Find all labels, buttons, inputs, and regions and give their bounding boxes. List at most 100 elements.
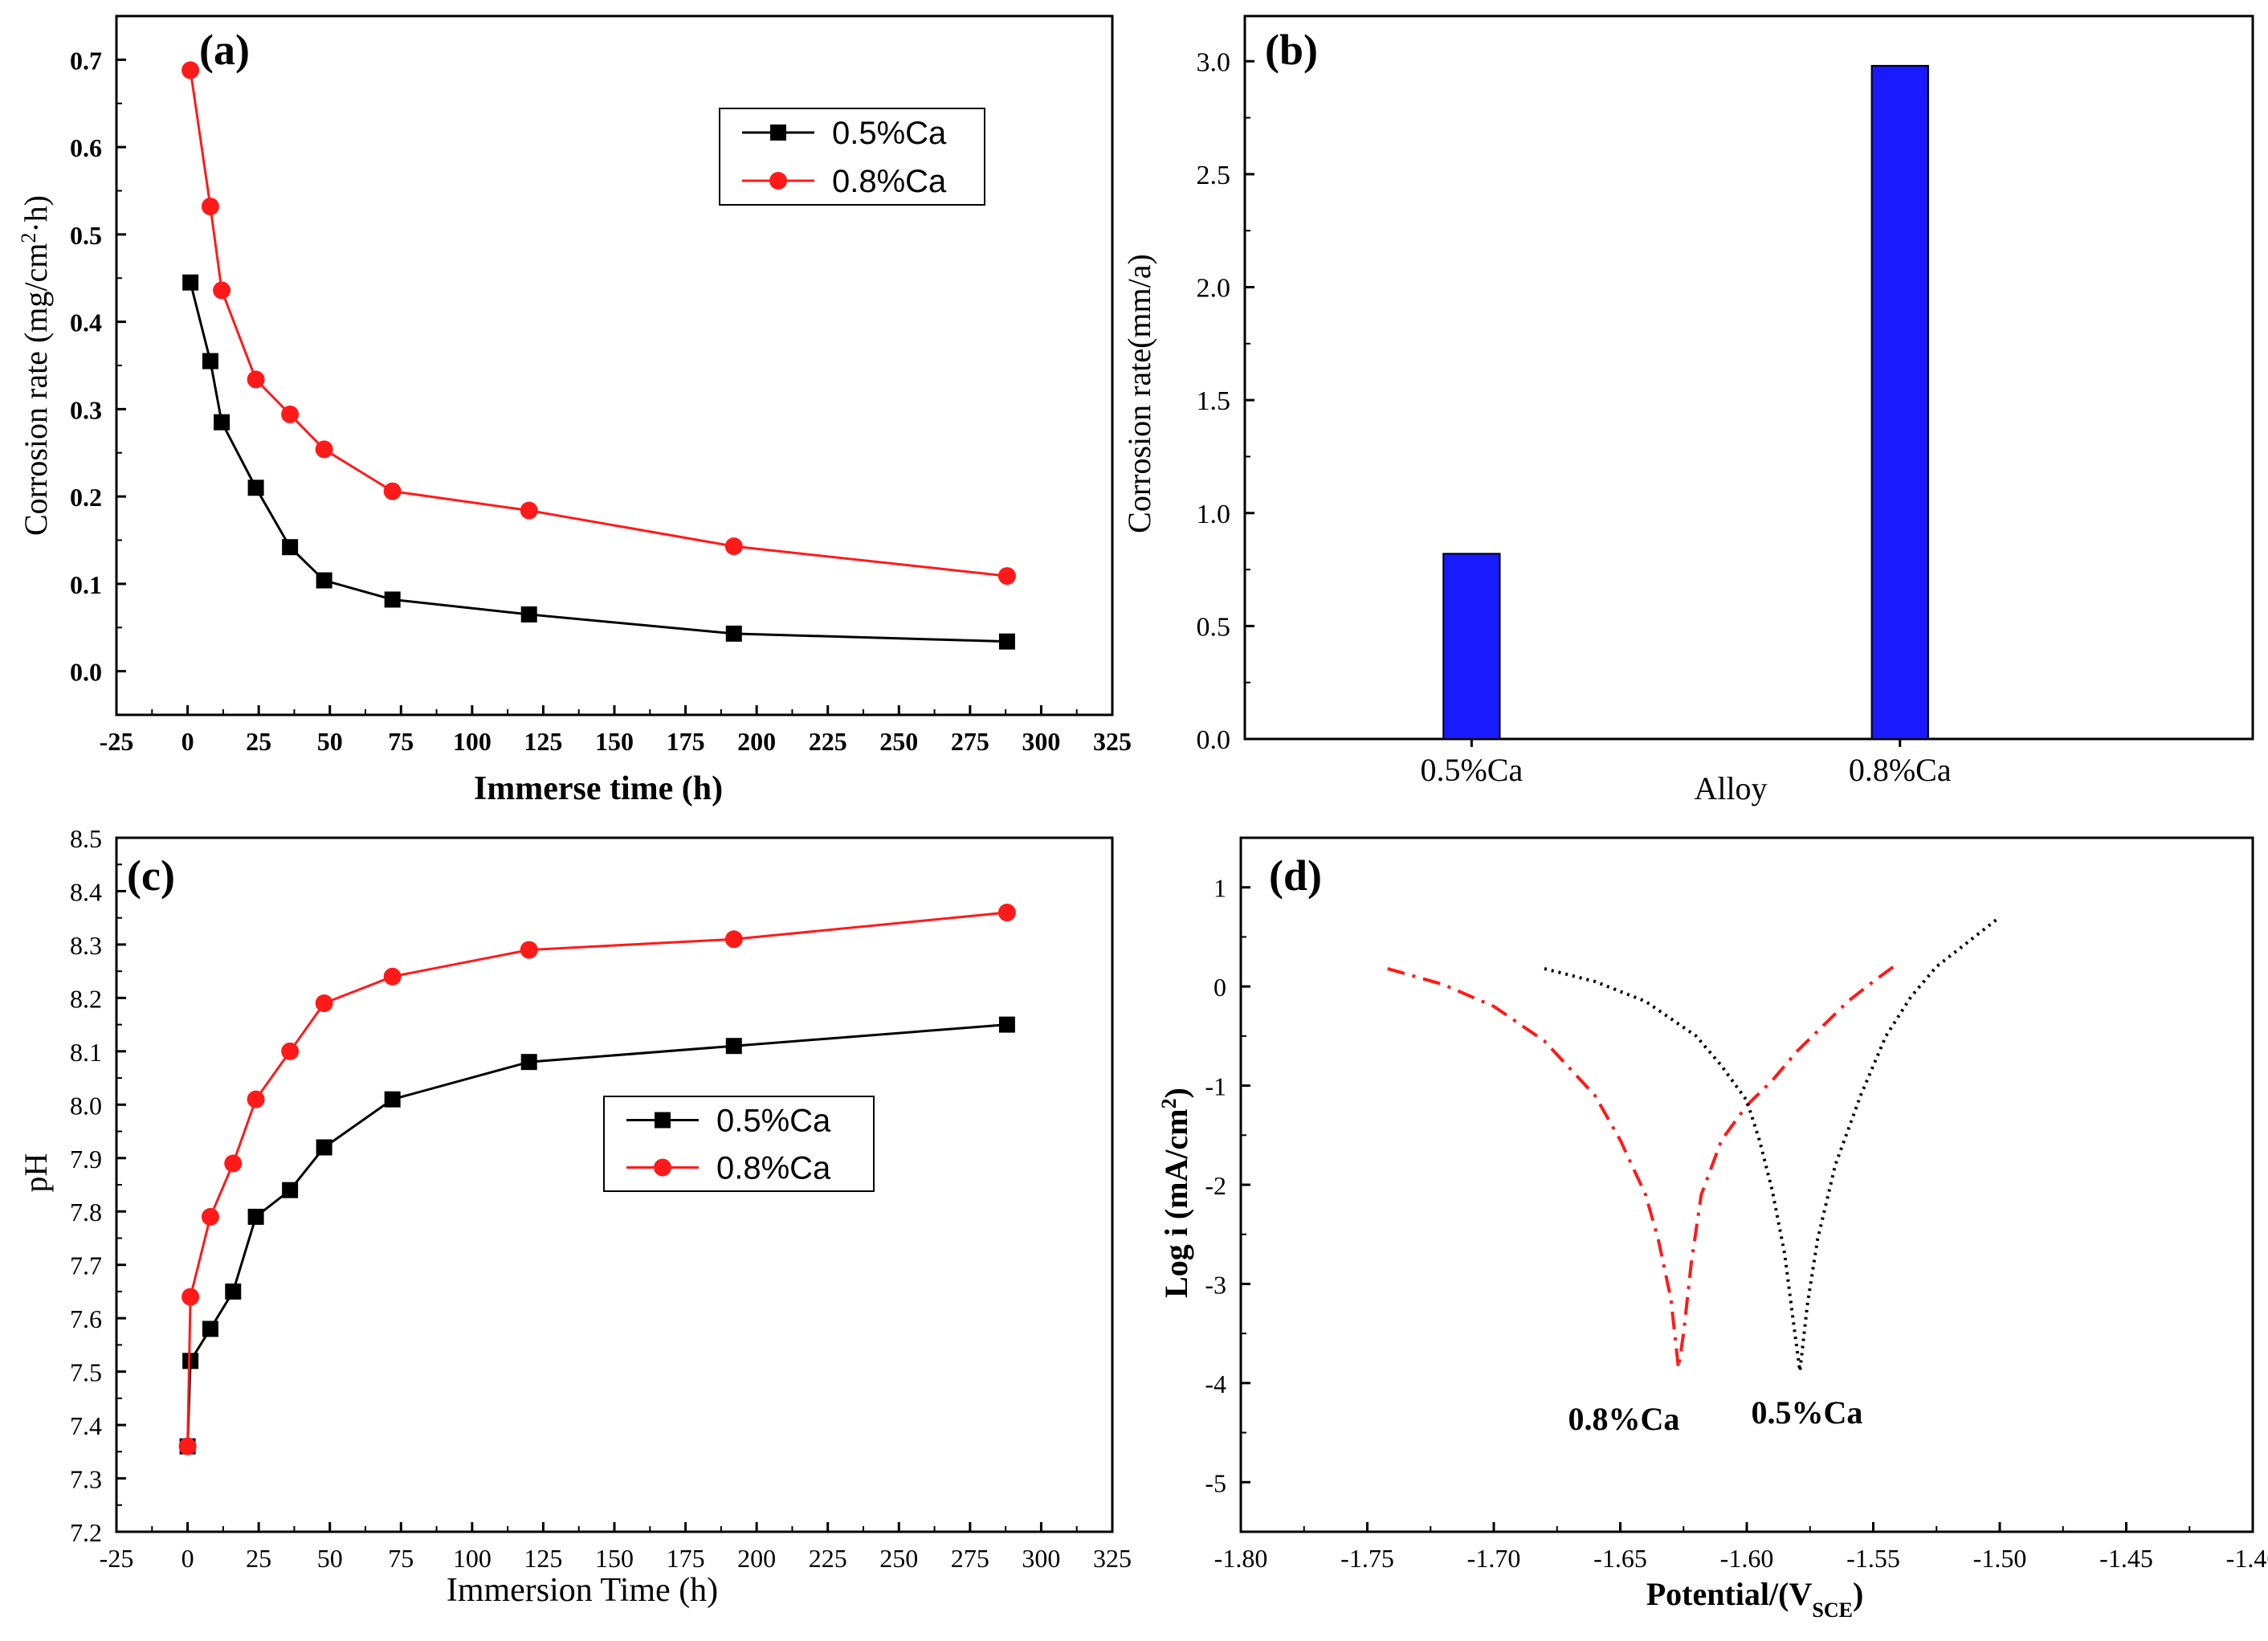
panel-label-d: (d) — [1269, 851, 1322, 900]
data-point-a — [182, 61, 200, 80]
annotation-0-5-ca: 0.5%Ca — [1752, 1394, 1863, 1431]
x-tick-label-c: -25 — [100, 1544, 134, 1573]
y-tick-label-c: 8.4 — [70, 877, 102, 906]
y-axis-label-b: Corrosion rate(mm/a) — [1121, 254, 1157, 533]
legend-label-c: 0.5%Ca — [716, 1104, 831, 1139]
y-tick-label-a: 0.6 — [70, 133, 102, 162]
x-tick-label-d: -1.60 — [1720, 1544, 1774, 1573]
legend-label-c: 0.8%Ca — [716, 1151, 831, 1186]
x-axis-label-c: Immersion Time (h) — [447, 1572, 718, 1609]
data-point-a — [997, 567, 1016, 586]
y-axis-label-d: Log i (mA/cm2) — [1157, 1088, 1195, 1298]
y-tick-label-c: 7.3 — [70, 1465, 102, 1494]
data-point-c — [202, 1321, 218, 1337]
data-point-a — [520, 501, 538, 520]
data-point-a — [247, 370, 265, 389]
data-point-c — [725, 1038, 742, 1055]
x-tick-label-a: -25 — [100, 727, 134, 756]
legend-box-c — [603, 1096, 875, 1192]
panel-a: -25 0 25 50 75 100 125 150 175 200 225 250 275 300 325… — [17, 14, 1132, 807]
data-point-a — [520, 606, 537, 623]
x-tick-label-a: 75 — [388, 727, 414, 756]
series-line-a — [189, 70, 1008, 578]
y-tick-label-c: 7.7 — [70, 1251, 102, 1280]
annotation-0-8-ca: 0.8%Ca — [1568, 1401, 1680, 1437]
x-tick-label-d: -1.80 — [1214, 1544, 1268, 1573]
x-tick-label-a: 50 — [317, 727, 343, 756]
data-point-c — [178, 1437, 197, 1455]
legend-marker-c — [655, 1112, 671, 1129]
data-point-a — [247, 480, 264, 496]
data-point-a — [282, 539, 299, 556]
y-tick-label-b: 0.5 — [1197, 612, 1231, 642]
y-tick-label-c: 8.1 — [70, 1038, 102, 1067]
x-tick-label-a: 0 — [182, 727, 194, 756]
y-axis-label-c: pH — [18, 1153, 54, 1193]
data-point-c — [997, 904, 1016, 922]
x-tick-label-d: -1.55 — [1846, 1544, 1900, 1573]
x-tick-label-d: -1.75 — [1340, 1544, 1394, 1573]
x-tick-label-c: 225 — [809, 1544, 847, 1573]
series-line-c — [186, 911, 1008, 1447]
x-axis-label-b: Alloy — [1694, 770, 1767, 806]
x-tick-label-a: 200 — [737, 727, 776, 756]
x-tick-label-a: 275 — [951, 727, 989, 756]
y-tick-label-a: 0.0 — [70, 658, 102, 687]
data-point-a — [315, 440, 333, 459]
x-tick-label-c: 150 — [595, 1544, 634, 1573]
y-tick-label-c: 7.8 — [70, 1198, 102, 1227]
x-tick-label-a: 300 — [1022, 727, 1060, 756]
y-tick-label-b: 3.0 — [1197, 47, 1231, 77]
y-tick-label-a: 0.4 — [70, 308, 102, 337]
x-tick-label-d: -1.65 — [1593, 1544, 1647, 1573]
y-tick-label-c: 7.5 — [70, 1358, 102, 1387]
x-axis-label-a: Immerse time (h) — [474, 770, 723, 807]
panel-label-c: (c) — [127, 851, 175, 900]
y-tick-label-d: 1 — [1214, 874, 1226, 903]
data-point-c — [282, 1182, 299, 1198]
x-tick-label-d: -1.40 — [2226, 1544, 2268, 1573]
legend-label-a: 0.5%Ca — [832, 116, 947, 151]
data-point-c — [383, 967, 402, 986]
x-tick-label-c: 275 — [951, 1544, 989, 1573]
bar-2 — [1870, 64, 1929, 740]
data-point-a — [182, 274, 199, 291]
data-point-c — [998, 1016, 1015, 1033]
y-tick-label-c: 7.9 — [70, 1145, 102, 1174]
x-tick-label-d: -1.45 — [2099, 1544, 2153, 1573]
y-tick-label-c: 7.4 — [70, 1411, 102, 1440]
data-point-c — [384, 1091, 401, 1108]
data-point-c — [201, 1207, 219, 1226]
x-tick-label-d: -1.50 — [1973, 1544, 2027, 1573]
data-point-c — [182, 1353, 199, 1370]
x-category-label-b: 0.5%Ca — [1420, 752, 1523, 788]
series-line-c — [186, 1023, 1008, 1447]
x-tick-label-c: 100 — [453, 1544, 492, 1573]
series-line-a — [189, 282, 1007, 643]
x-tick-label-a: 250 — [879, 727, 918, 756]
panel-b: 0.0 0.5 1.0 1.5 2.0 2.5 3.0 0.5%Ca 0.8%Ca (b) Allo… — [1121, 14, 2254, 806]
y-axis-label-a: Corrosion rate (mg/cm2·h) — [17, 195, 55, 536]
data-point-c — [316, 1139, 332, 1156]
x-tick-label-a: 25 — [246, 727, 271, 756]
y-tick-label-b: 1.5 — [1197, 386, 1231, 416]
x-tick-label-c: 300 — [1022, 1544, 1060, 1573]
data-point-a — [201, 198, 219, 216]
x-tick-label-c: 75 — [388, 1544, 414, 1573]
y-tick-label-c: 8.2 — [70, 984, 102, 1013]
y-tick-label-b: 1.0 — [1197, 500, 1231, 529]
panel-d: -1.80 -1.75 -1.70 -1.65 -1.60 -1.55 -1.50 -1.45… — [1157, 836, 2268, 1622]
bar-1 — [1442, 553, 1501, 740]
y-tick-label-d: -5 — [1205, 1468, 1226, 1497]
y-tick-label-d: -2 — [1205, 1171, 1226, 1200]
legend-marker-a — [770, 125, 786, 141]
data-point-a — [725, 625, 742, 642]
x-tick-label-a: 100 — [453, 727, 492, 756]
legend-marker-c — [654, 1158, 671, 1177]
data-point-a — [214, 414, 230, 431]
data-point-c — [520, 1054, 537, 1071]
x-axis-label-d: Potential/(VSCE) — [1646, 1576, 1864, 1622]
data-point-a — [202, 353, 218, 369]
plot-frame-b — [1243, 14, 2254, 741]
